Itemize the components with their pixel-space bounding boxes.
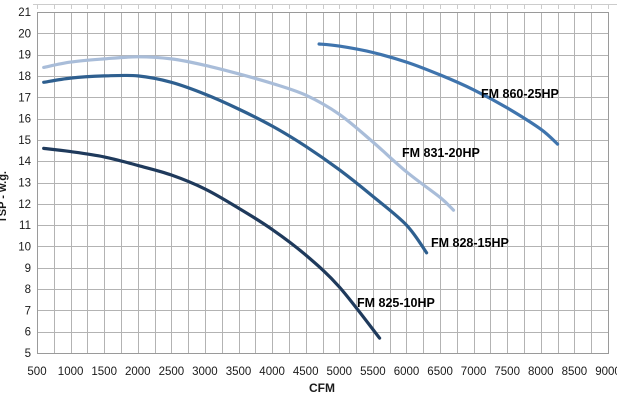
curve-fm-860-25hp bbox=[317, 42, 560, 146]
svg-text:4500: 4500 bbox=[293, 366, 319, 378]
svg-text:21: 21 bbox=[18, 7, 31, 19]
y-axis-title: TSP - w.g. bbox=[0, 171, 9, 223]
top-edge-ticks bbox=[33, 4, 617, 9]
svg-text:2000: 2000 bbox=[125, 366, 151, 378]
gridlines bbox=[37, 12, 609, 354]
svg-text:8: 8 bbox=[25, 284, 31, 296]
curve-label: FM 860-25HP bbox=[481, 87, 559, 101]
svg-text:16: 16 bbox=[18, 114, 31, 126]
plot-border bbox=[37, 12, 609, 354]
svg-text:9: 9 bbox=[25, 263, 31, 275]
svg-text:7500: 7500 bbox=[494, 366, 520, 378]
svg-text:4000: 4000 bbox=[259, 366, 285, 378]
curve-label: FM 831-20HP bbox=[402, 146, 480, 160]
y-axis-tick-labels: 5 6 7 8 9 10 11 12 13 14 15 16 17 18 19 20 21 bbox=[18, 7, 31, 360]
svg-text:5000: 5000 bbox=[327, 366, 353, 378]
x-axis-tick-labels: 500 1000 1500 2000 2500 3000 3500 4000 4500 5000 5… bbox=[27, 366, 617, 378]
svg-text:3500: 3500 bbox=[226, 366, 252, 378]
curve-labels: FM 860-25HP FM 831-20HP FM 828-15HP FM 825-… bbox=[357, 87, 559, 310]
svg-text:6000: 6000 bbox=[394, 366, 420, 378]
svg-text:20: 20 bbox=[18, 28, 31, 40]
svg-text:18: 18 bbox=[18, 71, 31, 83]
svg-text:14: 14 bbox=[18, 156, 31, 168]
curve-label: FM 825-10HP bbox=[357, 296, 435, 310]
curve-fm-825-10hp bbox=[42, 146, 382, 340]
curve-label: FM 828-15HP bbox=[431, 236, 509, 250]
svg-text:8000: 8000 bbox=[528, 366, 554, 378]
svg-text:11: 11 bbox=[19, 220, 31, 232]
curve-fm-831-20hp bbox=[42, 55, 456, 212]
svg-text:7: 7 bbox=[25, 305, 31, 317]
svg-text:12: 12 bbox=[18, 199, 31, 211]
svg-text:6500: 6500 bbox=[427, 366, 453, 378]
svg-text:1500: 1500 bbox=[91, 366, 117, 378]
svg-text:13: 13 bbox=[18, 178, 31, 190]
svg-text:19: 19 bbox=[18, 50, 31, 62]
x-axis-title: CFM bbox=[309, 381, 335, 395]
svg-text:7000: 7000 bbox=[461, 366, 487, 378]
svg-text:17: 17 bbox=[18, 92, 31, 104]
svg-text:5500: 5500 bbox=[360, 366, 386, 378]
svg-text:15: 15 bbox=[18, 135, 31, 147]
svg-text:10: 10 bbox=[18, 241, 31, 253]
svg-text:2500: 2500 bbox=[159, 366, 185, 378]
svg-text:6: 6 bbox=[25, 327, 31, 339]
svg-text:500: 500 bbox=[27, 366, 46, 378]
svg-text:9000: 9000 bbox=[595, 366, 617, 378]
svg-text:3000: 3000 bbox=[192, 366, 218, 378]
svg-text:8500: 8500 bbox=[562, 366, 588, 378]
svg-text:5: 5 bbox=[25, 348, 31, 360]
svg-text:1000: 1000 bbox=[58, 366, 84, 378]
curve-fm-828-15hp bbox=[42, 73, 429, 255]
